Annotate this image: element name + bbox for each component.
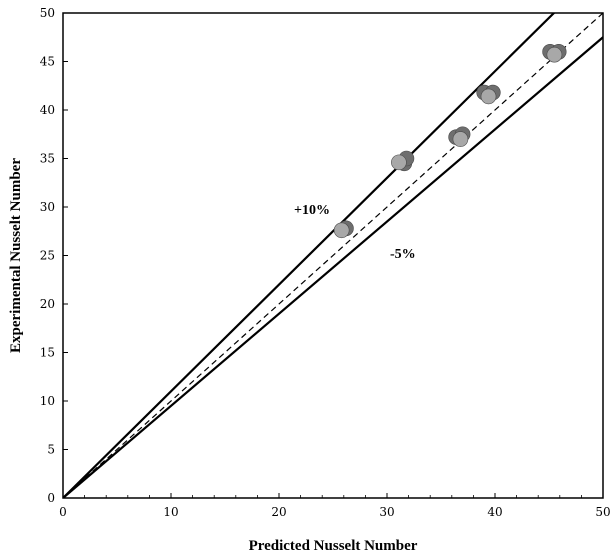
y-tick-label: 40 [40,103,55,117]
x-tick-label: 40 [487,505,502,519]
data-points [333,43,567,239]
data-point-1-3 [480,88,497,105]
data-point-1-0 [333,222,350,239]
x-tick-label: 20 [271,505,286,519]
x-tick-label: 50 [595,505,610,519]
y-axis-title: Experimental Nusselt Number [8,158,24,353]
y-tick-label: 45 [40,55,55,69]
y-tick-label: 15 [40,346,55,360]
y-tick-label: 20 [40,297,55,311]
data-point-1-2 [452,131,469,147]
y-tick-label: 35 [40,152,55,166]
reference-line-2 [63,36,603,498]
data-point-1-1 [391,154,407,171]
chart-marks [63,13,603,498]
y-tick-label: 0 [47,491,55,505]
y-tick-label: 50 [40,6,55,20]
y-tick-label: 25 [40,249,55,263]
x-tick-label: 10 [163,505,178,519]
reference-line-1 [63,13,603,498]
x-tick-label: 30 [379,505,394,519]
data-point-1-4 [546,46,563,63]
x-axis-title: Predicted Nusselt Number [249,538,418,554]
x-tick-label: 0 [59,505,67,519]
annotation-plus-10: +10% [294,203,330,218]
y-tick-label: 30 [40,200,55,214]
y-tick-label: 5 [47,443,55,457]
annotation-minus-5: -5% [390,247,416,262]
y-tick-label: 10 [40,394,55,408]
y-axis-ticks: 0 5 10 15 20 25 30 35 40 45 50 [40,6,68,505]
reference-line-0 [63,13,556,498]
reference-lines [63,13,603,498]
x-axis-ticks: 0 10 20 30 40 50 [59,493,611,519]
